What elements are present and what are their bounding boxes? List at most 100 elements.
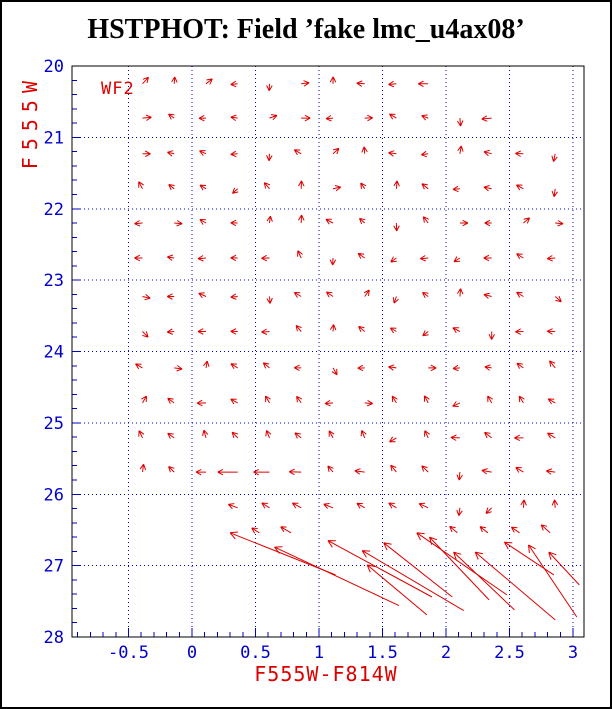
vector-arrow: [483, 149, 492, 157]
vector-arrow: [294, 432, 302, 439]
vector-arrow: [483, 254, 492, 262]
vector-arrow: [195, 468, 206, 476]
vector-arrow: [329, 76, 337, 84]
vector-arrow: [452, 185, 460, 193]
plot-frame: [71, 65, 585, 638]
vector-arrow: [174, 220, 183, 227]
x-tick-label: 0: [187, 643, 197, 663]
vector-arrow: [230, 398, 238, 405]
vector-arrow: [138, 430, 145, 439]
vector-arrow: [262, 362, 270, 369]
vector-arrow: [551, 153, 558, 162]
vector-arrow: [389, 436, 397, 443]
vector-arrow: [510, 526, 520, 534]
vector-arrow: [481, 468, 492, 475]
vector-arrow: [393, 180, 400, 189]
vector-arrow: [197, 255, 207, 262]
vector-arrow: [261, 328, 270, 335]
x-tick-label: 1: [314, 643, 324, 663]
vector-arrow: [265, 430, 272, 439]
vector-arrow: [325, 218, 334, 225]
vector-arrow: [199, 219, 207, 225]
vector-arrow: [301, 114, 311, 122]
x-tick-label: 0.5: [240, 643, 271, 663]
vector-arrow: [280, 526, 292, 534]
vector-arrow: [167, 150, 175, 157]
vector-arrow: [328, 430, 335, 439]
vector-arrow: [298, 214, 305, 224]
vector-arrow: [363, 289, 370, 297]
y-tick-label: 23: [44, 271, 64, 291]
vector-arrow: [452, 401, 461, 407]
y-tick-label: 25: [44, 414, 64, 434]
vector-arrow: [199, 184, 207, 191]
vector-arrow: [547, 398, 556, 405]
vector-arrow: [457, 145, 464, 154]
vector-arrow: [488, 331, 495, 340]
vector-arrow: [516, 291, 524, 298]
vector-arrow: [452, 364, 460, 372]
vector-arrow: [483, 292, 492, 299]
y-tick-label: 26: [44, 485, 64, 505]
vector-arrow: [198, 292, 207, 299]
vector-arrow: [421, 183, 429, 190]
vector-arrow: [392, 296, 399, 304]
vector-arrow: [546, 255, 556, 262]
vector-arrow: [520, 499, 527, 508]
vector-arrow: [456, 288, 464, 297]
vector-arrow: [263, 182, 271, 190]
vector-arrow: [418, 502, 429, 509]
vector-arrow: [419, 255, 429, 262]
vector-arrow: [168, 113, 175, 120]
y-tick-label: 27: [44, 557, 64, 577]
vector-arrow: [360, 430, 367, 439]
vector-arrow: [167, 432, 175, 439]
vector-arrow: [546, 328, 556, 335]
vector-arrow: [198, 114, 207, 122]
long-vector-arrow: [548, 551, 580, 586]
vector-arrow: [142, 114, 152, 121]
x-tick-label: 2.5: [494, 643, 525, 663]
vector-arrow: [356, 80, 365, 87]
y-tick-label: 28: [44, 628, 64, 648]
long-vector-arrow: [383, 542, 453, 598]
vector-arrow: [266, 296, 273, 304]
vector-arrow: [261, 254, 270, 262]
vector-arrow: [518, 395, 525, 404]
vector-arrow: [389, 113, 397, 120]
vector-arrow: [142, 150, 151, 158]
vector-arrow: [231, 431, 239, 439]
vector-arrow: [141, 395, 147, 404]
vector-arrow: [205, 78, 213, 85]
vector-arrow: [230, 150, 238, 158]
vector-arrow: [265, 395, 271, 404]
vector-arrow: [390, 464, 397, 473]
vector-arrow: [523, 217, 531, 224]
x-tick-label: 2: [441, 643, 451, 663]
vector-arrow: [171, 76, 178, 84]
vector-arrow: [424, 430, 430, 439]
vector-arrow: [450, 434, 460, 441]
vector-arrow: [301, 80, 310, 87]
vector-arrow: [253, 468, 270, 476]
vector-arrow: [166, 293, 175, 300]
vector-arrow: [230, 219, 238, 227]
y-tick-label: 21: [44, 128, 64, 148]
vector-arrow: [142, 331, 149, 338]
vector-arrow: [484, 364, 492, 371]
x-tick-label: 3: [568, 643, 578, 663]
vector-arrow: [364, 399, 373, 407]
vector-arrow: [203, 360, 210, 368]
vector-arrow: [196, 399, 207, 407]
vector-arrow: [456, 472, 463, 481]
vector-arrow: [166, 328, 175, 335]
vector-arrow: [329, 324, 337, 332]
y-tick-label: 20: [44, 57, 64, 77]
long-vector-arrow: [429, 536, 490, 601]
vector-arrow: [168, 184, 175, 191]
vector-arrow: [251, 527, 260, 534]
vector-arrow: [421, 114, 429, 121]
vector-arrow: [324, 399, 334, 407]
